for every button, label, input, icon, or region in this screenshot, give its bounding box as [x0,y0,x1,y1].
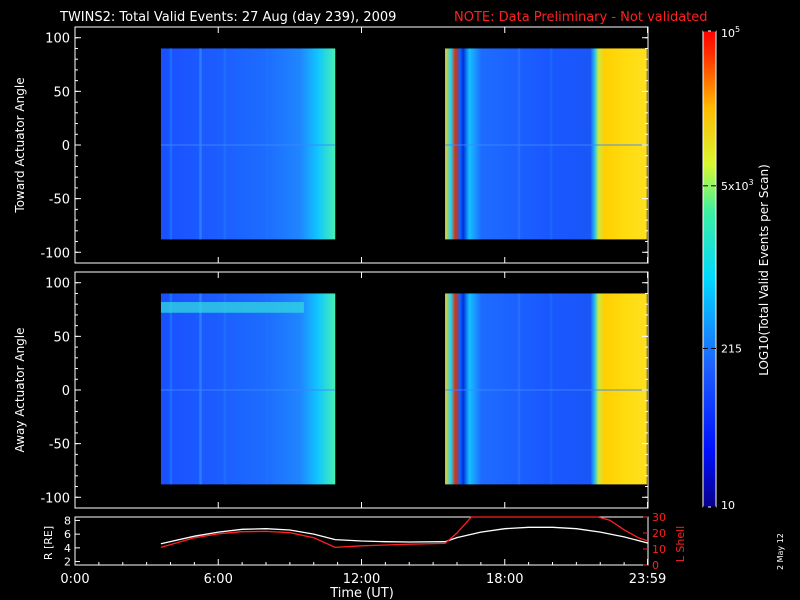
right-tick-label: 30 [652,511,666,524]
right-tick-label: 20 [652,527,666,540]
data-streak [265,48,269,240]
data-band [160,302,304,313]
colorbar-tick-label: 10 [721,499,735,512]
away-panel: 100 50 0 -50 -100 Away Actuator Angle [13,271,649,509]
data-streak [199,48,202,240]
data-streak [549,293,553,485]
orbit-left-axis-label: R [RE] [42,526,55,560]
left-tick-label: 8 [64,514,71,527]
left-tick-label: 2 [64,556,71,569]
toward-y-axis: 100 50 0 -50 -100 [40,26,649,264]
colorbar-tick-label: 5x103 [721,178,754,193]
data-streak [517,293,521,485]
l-shell-line [160,516,649,549]
toward-y-axis-label: Toward Actuator Angle [13,77,27,213]
chart-title: TWINS2: Total Valid Events: 27 Aug (day … [59,10,396,25]
colorbar-tick-label: 105 [721,25,740,40]
y-tick-label: 0 [62,384,70,399]
time-tick-label: 0:00 [60,572,89,587]
time-tick-label: 18:00 [486,572,523,587]
y-tick-label: 50 [53,330,70,345]
data-segment [160,48,336,240]
left-tick-label: 4 [64,542,71,555]
right-tick-label: 10 [652,543,666,556]
data-streak [265,293,269,485]
data-segment [445,293,647,485]
y-tick-label: -100 [40,491,70,506]
away-y-axis-label: Away Actuator Angle [13,327,27,452]
right-tick-label: 0 [652,559,659,572]
data-streak [244,48,248,240]
y-tick-label: -50 [49,438,70,453]
data-segment [160,293,336,485]
orbit-right-axis-label: L Shell [674,526,687,562]
chart-note: NOTE: Data Preliminary - Not validated [454,10,708,25]
data-segment [445,48,647,240]
y-tick-label: -100 [40,246,70,261]
y-tick-label: 0 [62,139,70,154]
data-streak [244,293,248,485]
radius-line [160,526,649,545]
colorbar-scale [702,30,717,508]
colorbar-tick-label: 215 [721,342,742,355]
colorbar-label: LOG10(Total Valid Events per Scan) [757,164,771,376]
time-tick-label: 12:00 [343,572,380,587]
data-streak [169,48,173,240]
toward-panel: 100 50 0 -50 -100 Toward Actuator Angle [13,26,649,264]
time-axis: 0:00 6:00 12:00 18:00 23:59 [60,559,666,587]
data-streak [223,293,227,485]
colorbar: 105 5x103 215 10 LOG10(Total Valid Events p… [702,25,771,512]
away-y-axis: 100 50 0 -50 -100 [40,271,649,509]
y-tick-label: -50 [49,193,70,208]
away-heatmap [160,293,647,485]
y-tick-label: 50 [53,85,70,100]
time-tick-label: 6:00 [204,572,233,587]
plot-date-stamp: 2 May 12 [776,533,785,570]
data-streak [223,48,227,240]
orbit-right-axis: 30 20 10 0 [643,511,666,572]
left-tick-label: 6 [64,528,71,541]
data-streak [169,293,173,485]
data-streak [549,48,553,240]
orbit-lines [160,516,649,549]
data-streak [199,293,202,485]
data-streak [517,48,521,240]
toward-heatmap [160,48,647,240]
time-tick-label: 23:59 [629,572,666,587]
y-tick-label: 100 [45,32,70,47]
time-axis-label: Time (UT) [329,586,394,600]
y-tick-label: 100 [45,277,70,292]
